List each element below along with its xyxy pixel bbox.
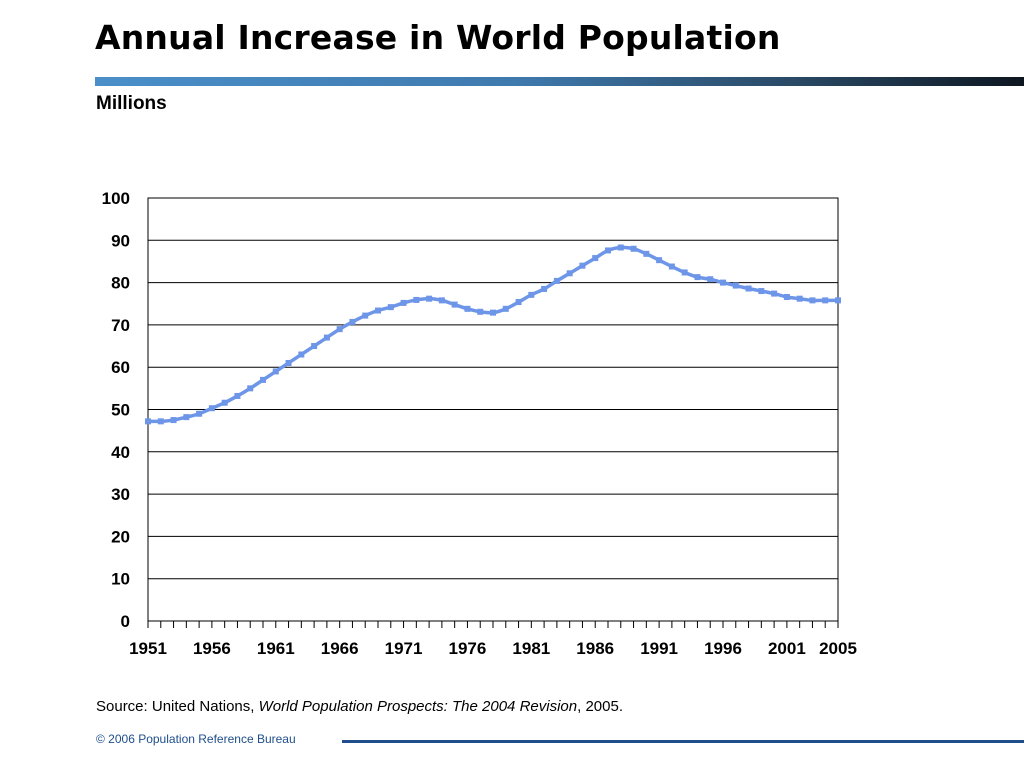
data-point bbox=[298, 351, 305, 358]
data-point bbox=[323, 334, 330, 341]
data-point bbox=[758, 288, 765, 295]
data-point bbox=[592, 255, 599, 262]
data-point bbox=[528, 291, 535, 298]
data-point bbox=[809, 297, 816, 304]
footer-rule bbox=[342, 740, 1024, 743]
y-tick-label: 100 bbox=[102, 189, 130, 208]
source-suffix: , 2005. bbox=[577, 698, 623, 715]
data-point bbox=[311, 343, 318, 350]
units-label: Millions bbox=[96, 93, 167, 114]
y-tick-label: 50 bbox=[111, 401, 130, 420]
data-point bbox=[707, 276, 714, 283]
data-point bbox=[285, 359, 292, 366]
data-point bbox=[336, 326, 343, 333]
x-tick-label: 1966 bbox=[321, 639, 359, 658]
data-point bbox=[247, 385, 254, 392]
data-point bbox=[464, 305, 471, 312]
data-point bbox=[566, 270, 573, 277]
x-tick-label: 1956 bbox=[193, 639, 231, 658]
data-point bbox=[541, 285, 548, 292]
data-point bbox=[490, 309, 496, 316]
data-point bbox=[681, 269, 688, 276]
x-tick-label: 1981 bbox=[512, 639, 550, 658]
data-point bbox=[260, 376, 266, 383]
data-point bbox=[183, 414, 190, 421]
x-tick-label: 1986 bbox=[576, 639, 614, 658]
data-point bbox=[196, 410, 203, 417]
y-tick-label: 40 bbox=[111, 443, 130, 462]
data-point bbox=[783, 293, 790, 300]
data-point bbox=[438, 297, 445, 304]
x-tick-label: 2001 bbox=[768, 639, 806, 658]
data-point bbox=[477, 308, 484, 315]
data-point bbox=[234, 392, 241, 399]
data-point bbox=[732, 282, 739, 289]
data-point bbox=[605, 247, 611, 254]
data-point bbox=[272, 368, 279, 375]
data-point bbox=[822, 297, 829, 304]
data-point bbox=[145, 418, 151, 425]
data-point bbox=[796, 295, 803, 302]
x-tick-label: 1991 bbox=[640, 639, 678, 658]
x-tick-label: 1961 bbox=[257, 639, 295, 658]
data-point bbox=[630, 245, 637, 252]
data-point bbox=[553, 277, 560, 284]
source-note: Source: United Nations, World Population… bbox=[96, 698, 623, 715]
data-point bbox=[579, 262, 586, 269]
data-point bbox=[387, 304, 394, 311]
data-point bbox=[375, 307, 381, 314]
data-point bbox=[745, 285, 752, 292]
data-point bbox=[720, 279, 726, 286]
y-tick-label: 70 bbox=[111, 316, 130, 335]
data-point bbox=[694, 274, 701, 281]
y-tick-label: 30 bbox=[111, 485, 130, 504]
y-tick-label: 20 bbox=[111, 527, 130, 546]
series-line bbox=[146, 245, 840, 424]
data-point bbox=[157, 418, 164, 425]
x-tick-label: 1951 bbox=[129, 639, 167, 658]
data-point bbox=[451, 301, 458, 308]
data-point bbox=[170, 417, 177, 424]
data-point bbox=[502, 305, 509, 312]
data-point bbox=[221, 399, 228, 406]
data-point bbox=[656, 257, 663, 264]
source-publication: World Population Prospects: The 2004 Rev… bbox=[258, 698, 578, 715]
title-underline bbox=[95, 77, 1024, 86]
y-tick-label: 90 bbox=[111, 231, 130, 250]
y-tick-label: 60 bbox=[111, 358, 130, 377]
data-point bbox=[413, 296, 420, 303]
data-point bbox=[400, 299, 407, 306]
y-tick-label: 0 bbox=[121, 612, 130, 631]
data-point bbox=[771, 290, 778, 297]
x-tick-label: 1996 bbox=[704, 639, 742, 658]
y-tick-label: 80 bbox=[111, 274, 130, 293]
x-tick-label: 1976 bbox=[449, 639, 487, 658]
x-tick-label: 1971 bbox=[385, 639, 423, 658]
data-point bbox=[617, 244, 624, 251]
data-point bbox=[362, 312, 369, 319]
data-point bbox=[515, 299, 522, 306]
source-prefix: Source: United Nations, bbox=[96, 698, 259, 715]
x-tick-label: 2005 bbox=[819, 639, 857, 658]
data-point bbox=[835, 297, 841, 304]
data-point bbox=[349, 318, 356, 325]
data-point bbox=[668, 263, 675, 270]
page-title: Annual Increase in World Population bbox=[95, 18, 781, 57]
data-point bbox=[643, 250, 650, 257]
data-point bbox=[426, 295, 433, 302]
copyright-footer: © 2006 Population Reference Bureau bbox=[96, 732, 296, 746]
y-tick-label: 10 bbox=[111, 570, 130, 589]
data-point bbox=[208, 405, 215, 412]
